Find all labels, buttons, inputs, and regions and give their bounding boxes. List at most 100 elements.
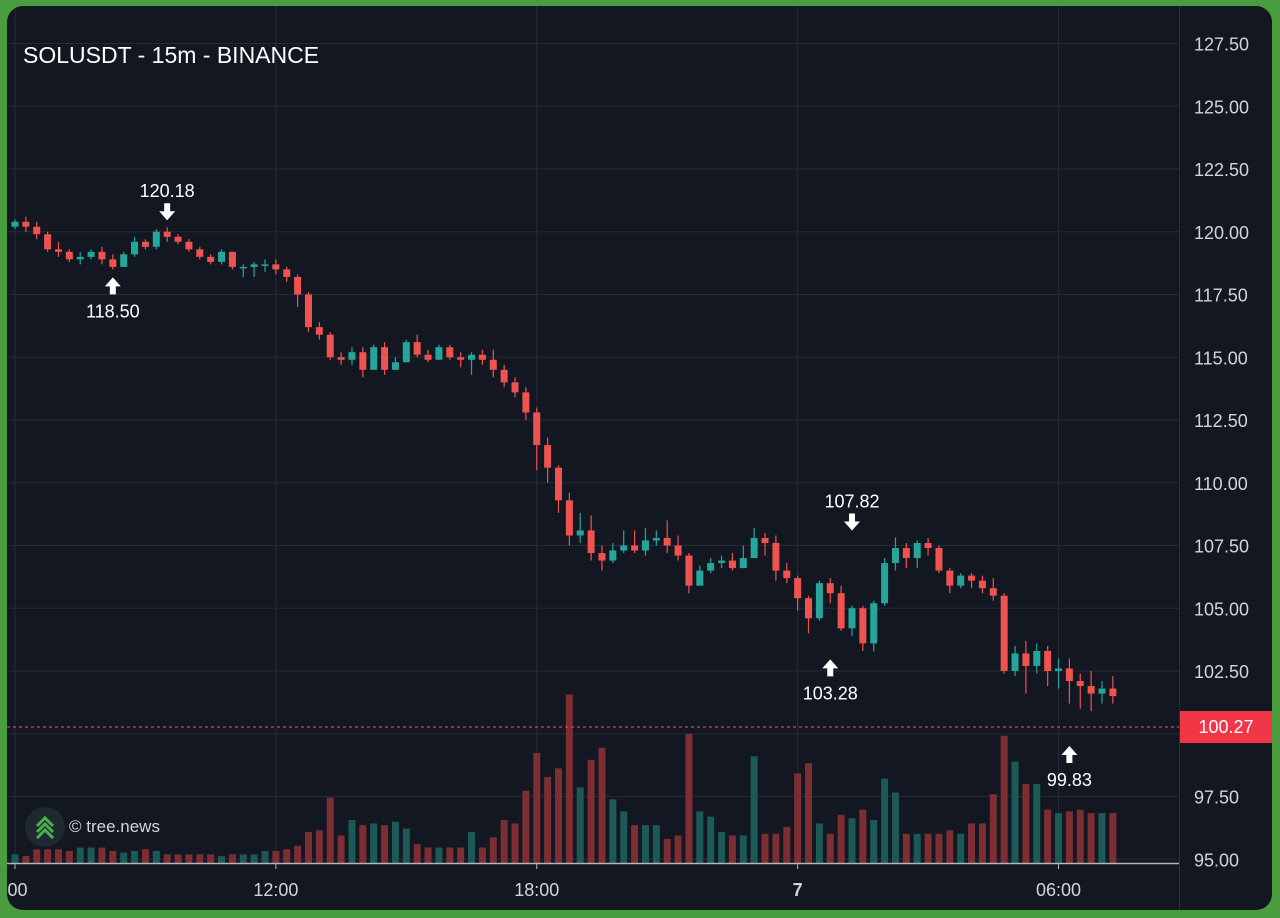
annotation-low: 103.28: [803, 659, 858, 703]
candle-body: [935, 548, 943, 571]
candle: [848, 605, 856, 636]
volume-bar: [87, 847, 95, 863]
volume-bar: [65, 850, 73, 863]
candle-body: [468, 354, 476, 360]
volume-bar: [848, 818, 856, 863]
candle: [924, 537, 932, 556]
candle-body: [565, 500, 573, 536]
candle: [609, 542, 617, 564]
candle-body: [304, 294, 312, 328]
candle: [1098, 681, 1106, 704]
candle-body: [1000, 595, 1008, 671]
candle: [587, 515, 595, 561]
volume-bar: [131, 850, 139, 863]
volume-bar: [555, 768, 562, 863]
candle: [957, 573, 965, 589]
volume-bar: [435, 847, 443, 863]
candle: [22, 216, 30, 232]
candle: [261, 259, 269, 272]
candle-body: [989, 588, 997, 596]
candle-body: [652, 537, 660, 541]
candle: [696, 565, 704, 586]
volume-bar: [500, 820, 508, 863]
candle-body: [228, 251, 236, 267]
candle: [196, 246, 204, 260]
volume-bar: [22, 856, 30, 863]
candle-body: [555, 467, 562, 501]
price-tick-label: 120.00: [1194, 223, 1249, 243]
volume-bar: [598, 747, 606, 863]
volume-bar: [576, 787, 584, 863]
candle: [141, 239, 149, 250]
candle-body: [413, 342, 421, 355]
candle-body: [848, 608, 856, 629]
candlestick-chart[interactable]: 120.18 118.50 107.82 103.28 99.83 127.50 125.…: [7, 6, 1272, 910]
volume-bar: [674, 835, 682, 863]
candle: [283, 266, 291, 282]
price-axis: 127.50 125.00 122.50 120.00 117.50 115.00 112.…: [1179, 6, 1249, 910]
candle-body: [631, 545, 639, 551]
candle-body: [957, 575, 965, 586]
volume-bar: [511, 823, 519, 863]
candle-body: [805, 598, 813, 619]
volume-bar: [946, 830, 954, 863]
candle-body: [641, 540, 649, 551]
candle: [326, 332, 334, 360]
candle: [989, 578, 997, 601]
candle-body: [120, 254, 128, 267]
volume-bar: [805, 763, 813, 863]
candle: [913, 540, 921, 569]
candle: [750, 527, 758, 559]
volume-bar: [196, 854, 204, 863]
volume-bar: [1065, 811, 1073, 863]
candle-body: [620, 545, 628, 551]
current-price-tag: 100.27: [1180, 711, 1272, 743]
volume-bar: [228, 854, 236, 863]
candle: [685, 553, 693, 594]
chart-title: SOLUSDT - 15m - BINANCE: [23, 42, 320, 68]
candle: [511, 377, 519, 398]
candle-body: [761, 537, 769, 543]
candle-body: [1044, 650, 1052, 671]
candle: [935, 545, 943, 574]
candle-body: [98, 251, 106, 260]
price-tick-label: 122.50: [1194, 160, 1249, 180]
candle-body: [1076, 681, 1084, 687]
volume-bar: [989, 794, 997, 863]
price-tick-label: 105.00: [1194, 599, 1249, 619]
volume-bars: [11, 694, 1117, 863]
candle: [576, 512, 584, 543]
candle-body: [859, 608, 867, 644]
candle-body: [685, 555, 693, 586]
candle: [228, 251, 236, 270]
arrow-down-icon: [843, 513, 860, 531]
candle-body: [391, 362, 399, 370]
candle: [555, 465, 562, 513]
volume-bar: [109, 850, 117, 863]
price-tick-label: 110.00: [1194, 474, 1248, 494]
candle-body: [783, 570, 791, 579]
candle-body: [478, 354, 486, 360]
candle-body: [207, 256, 215, 262]
candle: [837, 585, 845, 631]
candle: [218, 249, 226, 265]
candle-body: [750, 537, 758, 559]
annotation-low: 118.50: [86, 277, 140, 321]
candle-body: [511, 382, 519, 393]
candle-body: [533, 412, 541, 446]
candle: [968, 573, 976, 589]
candle-body: [424, 354, 432, 360]
candle-body: [370, 347, 378, 370]
price-tick-label: 127.50: [1194, 35, 1249, 55]
candle-body: [663, 537, 671, 546]
candle: [489, 349, 497, 378]
candle: [131, 236, 139, 257]
volume-bar: [370, 823, 378, 863]
candle-body: [1022, 653, 1030, 666]
volume-bar: [609, 799, 617, 863]
candle: [815, 580, 823, 621]
candle: [457, 352, 465, 368]
candle-body: [598, 553, 606, 561]
candle: [435, 344, 443, 360]
candles: [11, 216, 1117, 712]
